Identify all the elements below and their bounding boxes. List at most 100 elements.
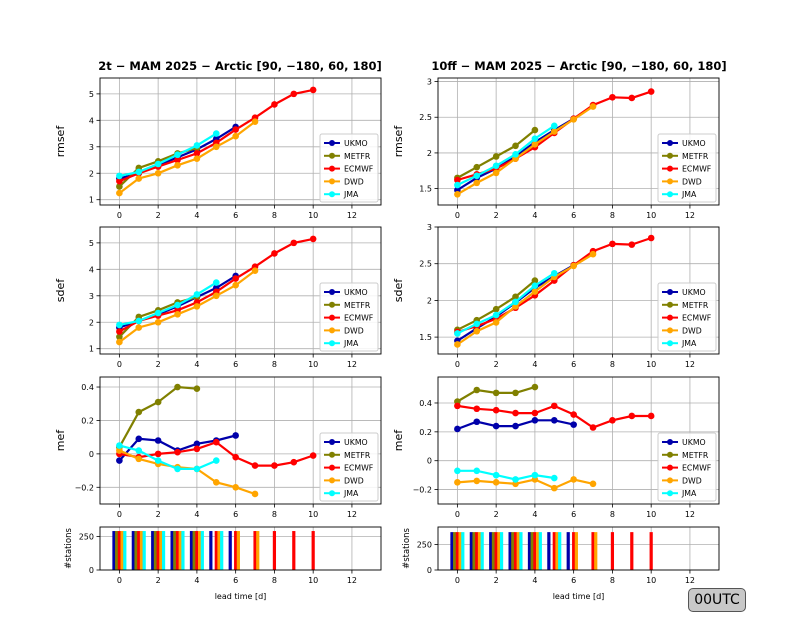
bar-ecmwf bbox=[272, 531, 277, 570]
data-point-dwd bbox=[212, 478, 220, 486]
data-point-ukmo bbox=[116, 457, 123, 464]
data-point-dwd bbox=[473, 327, 481, 335]
legend-label: METFR bbox=[682, 301, 709, 310]
data-point-ecmwf bbox=[609, 416, 616, 424]
bar-dwd bbox=[256, 531, 260, 570]
bar-ecmwf bbox=[311, 531, 315, 570]
data-point-ecmwf bbox=[212, 438, 220, 446]
x-tick-label: 2 bbox=[156, 360, 161, 369]
x-tick-label: 10 bbox=[646, 211, 656, 220]
data-point-metfr bbox=[531, 383, 539, 391]
data-point-dwd bbox=[154, 169, 162, 177]
bar-metfr bbox=[173, 531, 177, 570]
bar-ukmo bbox=[450, 532, 454, 570]
data-point-ecmwf bbox=[492, 406, 500, 414]
legend-marker-dwd bbox=[329, 327, 335, 334]
data-point-dwd bbox=[454, 190, 461, 198]
bar-jma bbox=[161, 531, 166, 570]
y-tick-label: 0 bbox=[89, 450, 94, 459]
legend: UKMO METFR ECMWF DWD JMA bbox=[657, 282, 717, 352]
data-point-jma bbox=[492, 162, 500, 170]
data-point-jma bbox=[174, 151, 181, 159]
x-tick-label: 4 bbox=[194, 211, 199, 220]
data-point-ecmwf bbox=[116, 328, 123, 335]
plot-area bbox=[100, 527, 381, 570]
bar-metfr bbox=[530, 532, 534, 570]
x-tick-label: 2 bbox=[494, 510, 499, 519]
data-point-ukmo bbox=[135, 435, 143, 443]
data-point-metfr bbox=[492, 305, 500, 313]
legend-label: DWD bbox=[682, 476, 702, 485]
y-tick-label: 4 bbox=[89, 116, 94, 125]
bar-ecmwf bbox=[292, 531, 296, 570]
y-axis-label: sdef bbox=[392, 278, 405, 302]
legend-label: UKMO bbox=[682, 438, 706, 447]
bar-ecmwf bbox=[572, 532, 576, 570]
data-point-ecmwf bbox=[628, 241, 636, 248]
data-point-dwd bbox=[212, 292, 220, 300]
data-point-ukmo bbox=[193, 440, 201, 448]
data-point-ecmwf bbox=[309, 235, 317, 243]
data-point-dwd bbox=[570, 116, 577, 123]
data-point-dwd bbox=[154, 318, 162, 326]
y-axis-label: #stations bbox=[64, 528, 74, 569]
data-point-ecmwf bbox=[154, 450, 162, 458]
legend-marker-ukmo bbox=[667, 439, 673, 445]
x-tick-label: 2 bbox=[494, 576, 499, 585]
x-tick-label: 0 bbox=[117, 360, 122, 369]
data-point-jma bbox=[135, 168, 143, 176]
data-point-ecmwf bbox=[251, 462, 259, 469]
data-point-ecmwf bbox=[193, 445, 201, 453]
legend-marker-ukmo bbox=[329, 439, 335, 445]
y-tick-label: 4 bbox=[89, 265, 94, 274]
legend-marker-jma bbox=[667, 490, 673, 497]
y-tick-label: 1.5 bbox=[419, 333, 432, 342]
legend-box bbox=[657, 282, 717, 352]
data-point-jma bbox=[550, 269, 558, 277]
bar-dwd bbox=[477, 532, 482, 570]
data-point-ecmwf bbox=[647, 234, 655, 242]
bar-dwd bbox=[458, 532, 462, 570]
bar-ecmwf bbox=[455, 532, 459, 570]
bar-dwd bbox=[236, 531, 240, 570]
data-point-metfr bbox=[512, 389, 519, 397]
legend-label: METFR bbox=[344, 301, 371, 310]
data-point-ecmwf bbox=[271, 101, 278, 108]
x-tick-label: 0 bbox=[455, 510, 460, 519]
y-tick-label: 250 bbox=[417, 540, 432, 549]
bar-ukmo bbox=[508, 532, 512, 570]
legend-label: JMA bbox=[681, 339, 697, 348]
legend-label: UKMO bbox=[682, 288, 706, 297]
data-point-ecmwf bbox=[609, 93, 616, 101]
data-point-dwd bbox=[531, 141, 539, 148]
data-point-dwd bbox=[251, 267, 259, 274]
data-point-ukmo bbox=[531, 416, 539, 424]
bar-ecmwf bbox=[513, 532, 518, 570]
panel-2t-mef: 0 2 4 6 8 10 12 −0.2 0 0.2 0.4 mef UKMO METFR ECMWF DWD… bbox=[54, 376, 382, 519]
data-point-jma bbox=[473, 320, 481, 328]
series-line-dwd bbox=[118, 120, 256, 194]
plot-frame bbox=[99, 226, 382, 355]
legend-label: DWD bbox=[682, 326, 702, 335]
bar-jma bbox=[538, 532, 542, 570]
legend-marker-metfr bbox=[667, 451, 673, 458]
panel-10ff-sdef: 0 2 4 6 8 10 12 1.5 2 2.5 3 sdef UKMO METFR ECMWF DWD JM… bbox=[392, 223, 720, 369]
data-point-ukmo bbox=[473, 418, 481, 426]
y-tick-label: 1 bbox=[89, 196, 94, 205]
x-tick-label: 2 bbox=[494, 211, 499, 220]
data-point-dwd bbox=[589, 103, 597, 110]
bar-ecmwf bbox=[610, 532, 615, 570]
legend-marker-ecmwf bbox=[329, 165, 335, 172]
panel-10ff-mef: 0 2 4 6 8 10 12 −0.2 0 0.2 0.4 mef UKMO METFR ECMWF DWD… bbox=[392, 376, 720, 519]
bar-metfr bbox=[153, 531, 158, 570]
bar-ukmo bbox=[489, 532, 493, 570]
bar-jma bbox=[142, 531, 146, 570]
x-tick-label: 2 bbox=[494, 360, 499, 369]
y-tick-label: 0 bbox=[427, 566, 432, 575]
bar-ukmo bbox=[209, 531, 213, 570]
data-point-dwd bbox=[212, 143, 220, 151]
data-point-dwd bbox=[135, 175, 143, 182]
data-point-ukmo bbox=[454, 425, 461, 433]
x-tick-label: 6 bbox=[233, 360, 238, 369]
